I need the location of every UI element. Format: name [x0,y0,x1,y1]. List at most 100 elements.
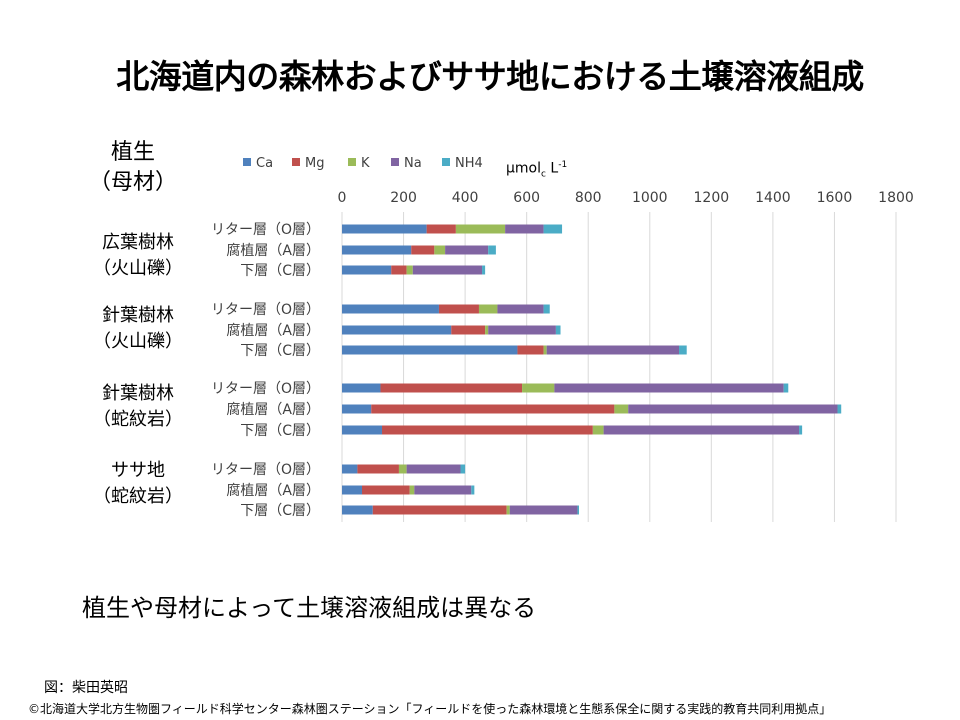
bar-segment-na [497,304,544,314]
bar-segment-nh4 [555,325,561,335]
group-parent-material: （蛇紋岩） [93,409,183,430]
bar-segment-nh4 [471,485,475,495]
bar-segment-nh4 [482,265,486,275]
unit-label: μmolc L-1 [506,160,567,179]
bar-segment-k [592,425,604,435]
bar-segment-mg [380,383,523,393]
x-tick-label: 1200 [694,190,730,206]
group-label-conifer-serpentine: 針葉樹林 （蛇紋岩） [78,381,198,433]
bar-segment-na [505,224,544,234]
bar-segment-nh4 [577,505,579,515]
bar-segment-k [398,464,407,474]
bar-segment-na [546,345,680,355]
slide-title: 北海道内の森林およびササ地における土壌溶液組成 [116,57,864,96]
bar-segment-ca [342,464,358,474]
bar-segment-mg [372,505,507,515]
bar-segment-mg [451,325,486,335]
bar-segment-k [485,325,489,335]
legend-swatch [292,158,300,166]
bar-segment-mg [357,464,399,474]
x-tick-label: 1800 [878,190,914,206]
bar-segment-k [478,304,498,314]
unit-subscript: c [541,169,546,180]
legend-label: K [361,156,370,171]
bar-segment-na [509,505,578,515]
legend-swatch [243,158,251,166]
bar-segment-k [406,265,413,275]
bar-segment-na [554,383,784,393]
bar-segment-na [603,425,800,435]
x-tick-label: 200 [390,190,417,206]
unit-main: μmol [506,160,541,177]
bar-segment-mg [517,345,544,355]
bar-segment-na [628,404,838,414]
bar-segment-ca [342,425,383,435]
x-tick-label: 1000 [632,190,668,206]
bar-segment-ca [342,404,372,414]
bar-segment-ca [342,325,452,335]
bar-segment-mg [426,224,456,234]
bar-segment-k [522,383,555,393]
group-parent-material: （蛇紋岩） [93,486,183,507]
conclusion-text: 植生や母材によって土壌溶液組成は異なる [82,594,537,622]
x-tick-label: 600 [513,190,540,206]
bar-segment-mg [411,245,435,255]
category-label: 下層（C層） [240,423,320,439]
bar-segment-nh4 [783,383,789,393]
group-vegetation: ササ地 [111,460,165,481]
category-label: リター層（O層） [211,462,320,478]
bar-segment-nh4 [488,245,496,255]
vegetation-header: 植生 （母材） [78,138,188,198]
bar-segment-na [406,464,461,474]
bar-segment-ca [342,224,427,234]
legend-swatch [391,158,399,166]
x-tick-label: 1400 [755,190,791,206]
category-label: 腐植層（A層） [226,401,320,418]
x-tick-label: 1600 [817,190,853,206]
legend-label: Na [404,156,422,171]
x-tick-label: 0 [338,190,347,206]
category-label: 腐植層（A層） [226,242,320,259]
bar-segment-k [506,505,510,515]
legend-label: NH4 [455,156,483,171]
group-vegetation: 広葉樹林 [102,232,174,253]
bar-segment-k [409,485,415,495]
bar-segment-mg [382,425,593,435]
bar-segment-mg [362,485,410,495]
bar-segment-na [488,325,556,335]
legend-label: Ca [256,156,273,171]
category-label: 下層（C層） [240,503,320,519]
category-label: リター層（O層） [211,302,320,318]
legend-swatch [442,158,450,166]
bar-segment-ca [342,485,363,495]
category-label: 下層（C層） [240,263,320,279]
bar-segment-k [434,245,446,255]
bar-segment-ca [342,383,381,393]
bar-segment-ca [342,245,412,255]
bar-segment-k [455,224,506,234]
group-parent-material: （火山礫） [93,331,183,352]
chart-gridlines [341,212,897,522]
bar-segment-mg [438,304,479,314]
bar-segment-nh4 [460,464,466,474]
bar-segment-ca [342,304,439,314]
bar-segment-mg [371,404,615,414]
bar-segment-mg [391,265,407,275]
bar-segment-na [414,485,472,495]
x-tick-label: 800 [575,190,602,206]
bar-segment-nh4 [543,224,563,234]
bar-segment-nh4 [837,404,842,414]
group-label-sasa-serpentine: ササ地 （蛇紋岩） [78,458,198,510]
category-labels: リター層（O層） 腐植層（A層） 下層（C層） リター層（O層） 腐植層（A層） 下層（C… [211,222,320,519]
group-vegetation: 針葉樹林 [102,305,174,326]
bar-segment-na [445,245,489,255]
bar-segment-na [412,265,483,275]
bar-segment-ca [342,265,392,275]
bar-segment-nh4 [799,425,803,435]
category-label: リター層（O層） [211,222,320,238]
chart-legend: Ca Mg K Na NH4 [243,156,483,171]
legend-label: Mg [305,156,324,171]
group-label-broadleaf-volcanic: 広葉樹林 （火山礫） [78,230,198,282]
category-label: リター層（O層） [211,381,320,397]
